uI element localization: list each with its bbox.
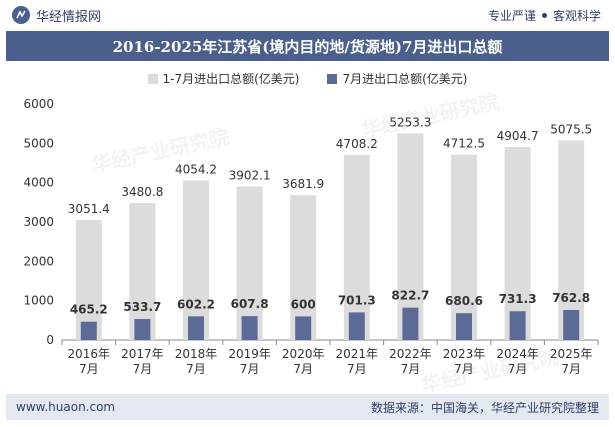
x-tick-label: 2022年 bbox=[389, 347, 432, 361]
legend-label-series-1: 1-7月进出口总额(亿美元) bbox=[162, 72, 300, 86]
footer-source: 数据来源：中国海关，华经产业研究院整理 bbox=[370, 400, 599, 415]
bar-series-2 bbox=[456, 313, 472, 340]
chart-title: 2016-2025年江苏省(境内目的地/货源地)7月进出口总额 bbox=[6, 31, 609, 61]
footer: www.huaon.com 数据来源：中国海关，华经产业研究院整理 bbox=[6, 394, 609, 420]
y-tick-label: 4000 bbox=[23, 176, 54, 190]
data-label-series-2: 731.3 bbox=[499, 292, 537, 306]
brand-logo-icon bbox=[12, 6, 30, 24]
x-tick-label: 2021年 bbox=[336, 347, 379, 361]
bar-series-2 bbox=[295, 316, 312, 340]
x-tick-label: 7月 bbox=[401, 362, 421, 376]
x-tick-label: 7月 bbox=[508, 362, 528, 376]
data-label-series-1: 3480.8 bbox=[121, 185, 163, 199]
legend-swatch-series-2 bbox=[327, 73, 338, 84]
data-label-series-1: 5075.5 bbox=[550, 122, 592, 136]
data-label-series-1: 4712.5 bbox=[443, 137, 485, 151]
bar-series-2 bbox=[134, 319, 151, 340]
brand-name: 华经情报网 bbox=[36, 9, 102, 25]
footer-website: www.huaon.com bbox=[16, 400, 116, 414]
bar-chart: 0 1000 2000 3000 4000 5000 6000 3051.4 465.2 2016… bbox=[23, 97, 599, 376]
data-label-series-1: 3051.4 bbox=[68, 202, 110, 216]
bar-series-1 bbox=[343, 154, 370, 340]
x-tick-label: 7月 bbox=[240, 362, 260, 376]
data-label-series-2: 607.8 bbox=[231, 297, 269, 311]
bar-series-2 bbox=[348, 312, 365, 340]
bar-series-1 bbox=[397, 133, 424, 340]
brand: 华经情报网 bbox=[12, 6, 101, 25]
legend-item-series-2: 7月进出口总额(亿美元) bbox=[327, 70, 467, 87]
bar-series-2 bbox=[188, 316, 204, 340]
top-bar: 华经情报网 专业严谨 客观科学 bbox=[0, 0, 615, 30]
legend-item-series-1: 1-7月进出口总额(亿美元) bbox=[147, 70, 300, 87]
data-label-series-1: 4054.2 bbox=[175, 163, 217, 177]
bar-series-1 bbox=[75, 219, 102, 340]
data-label-series-2: 822.7 bbox=[391, 289, 429, 303]
data-label-series-2: 701.3 bbox=[338, 293, 376, 307]
data-label-series-2: 533.7 bbox=[123, 300, 161, 314]
x-tick-label: 2024年 bbox=[496, 347, 539, 361]
x-tick-label: 7月 bbox=[347, 362, 367, 376]
x-tick-label: 7月 bbox=[454, 362, 474, 376]
data-label-series-1: 5253.3 bbox=[389, 115, 431, 129]
data-label-series-1: 3902.1 bbox=[229, 169, 271, 183]
slogan: 专业严谨 客观科学 bbox=[488, 7, 601, 24]
x-tick-label: 2023年 bbox=[443, 347, 486, 361]
y-tick-label: 0 bbox=[46, 333, 54, 347]
data-label-series-2: 602.2 bbox=[177, 297, 215, 311]
y-tick-label: 1000 bbox=[23, 294, 54, 308]
bar-series-2 bbox=[80, 321, 97, 340]
x-tick-label: 2017年 bbox=[121, 347, 164, 361]
bar-series-1 bbox=[290, 195, 317, 340]
bar-series-1 bbox=[504, 147, 531, 340]
x-tick-label: 2016年 bbox=[68, 347, 111, 361]
bar-series-1 bbox=[236, 186, 263, 340]
x-tick-label: 7月 bbox=[561, 362, 581, 376]
data-label-series-2: 680.6 bbox=[445, 294, 483, 308]
x-tick-label: 7月 bbox=[293, 362, 313, 376]
bar-series-1 bbox=[129, 203, 156, 340]
y-tick-label: 5000 bbox=[23, 136, 54, 150]
data-label-series-1: 3681.9 bbox=[282, 177, 324, 191]
bar-series-1 bbox=[451, 154, 477, 340]
data-label-series-1: 4904.7 bbox=[497, 129, 539, 143]
legend-label-series-2: 7月进出口总额(亿美元) bbox=[342, 72, 468, 86]
y-tick-label: 3000 bbox=[23, 215, 54, 229]
y-tick-label: 6000 bbox=[23, 97, 54, 111]
data-label-series-2: 600 bbox=[291, 297, 316, 311]
bar-series-2 bbox=[241, 316, 258, 340]
x-tick-label: 2019年 bbox=[228, 347, 271, 361]
x-tick-label: 2020年 bbox=[282, 347, 325, 361]
chart-legend: 1-7月进出口总额(亿美元) 7月进出口总额(亿美元) bbox=[0, 70, 615, 87]
slogan-left: 专业严谨 bbox=[487, 8, 536, 23]
bar-series-2 bbox=[509, 311, 526, 340]
bar-series-1 bbox=[558, 140, 585, 340]
x-tick-label: 7月 bbox=[79, 362, 99, 376]
x-tick-label: 7月 bbox=[133, 362, 153, 376]
legend-swatch-series-1 bbox=[147, 73, 158, 84]
bar-series-1 bbox=[183, 180, 209, 340]
slogan-dot-icon bbox=[541, 12, 547, 18]
data-label-series-2: 762.8 bbox=[552, 291, 590, 305]
y-tick-label: 2000 bbox=[23, 254, 54, 268]
data-label-series-2: 465.2 bbox=[70, 303, 108, 317]
data-label-series-1: 4708.2 bbox=[336, 137, 378, 151]
x-tick-label: 7月 bbox=[186, 362, 206, 376]
x-tick-label: 2018年 bbox=[175, 347, 218, 361]
x-tick-label: 2025年 bbox=[550, 347, 593, 361]
bar-series-2 bbox=[402, 307, 419, 340]
slogan-right: 客观科学 bbox=[552, 8, 601, 23]
bar-series-2 bbox=[563, 309, 580, 340]
